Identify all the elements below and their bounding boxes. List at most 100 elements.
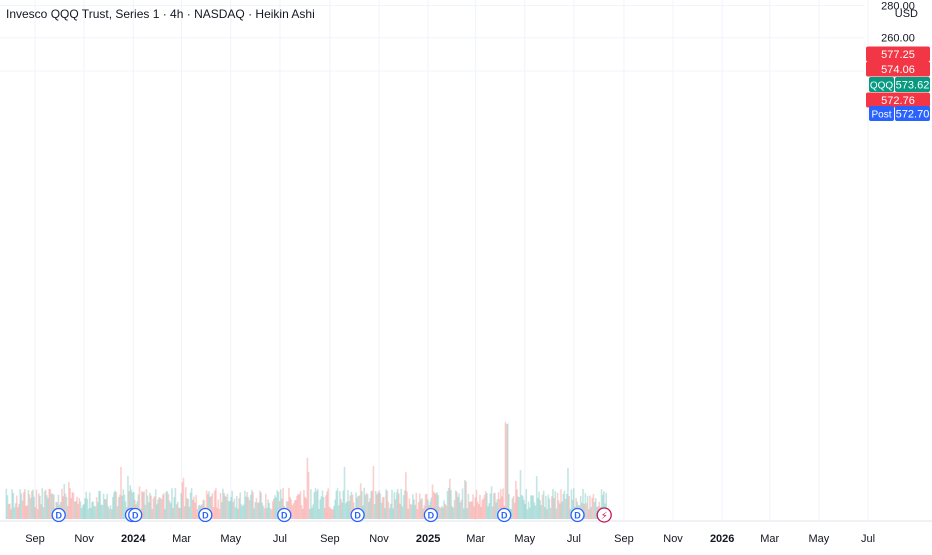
volume-bar	[161, 494, 164, 519]
volume-bars	[5, 421, 607, 519]
dividend-marker[interactable]: D	[497, 507, 512, 523]
volume-bar	[226, 493, 229, 519]
volume-bar	[488, 503, 491, 519]
volume-bar	[196, 509, 199, 519]
volume-bar	[112, 496, 114, 519]
dividend-marker[interactable]: D	[277, 507, 292, 523]
volume-bar	[399, 503, 401, 519]
volume-bar	[337, 505, 340, 519]
post-price-label: 572.70	[896, 109, 930, 121]
volume-bar	[29, 497, 32, 519]
volume-bar	[369, 498, 371, 519]
volume-bar	[248, 500, 251, 519]
volume-bar	[444, 503, 447, 519]
volume-bar	[513, 502, 516, 519]
volume-bar	[592, 494, 595, 519]
split-marker[interactable]: ⚡	[596, 507, 612, 523]
volume-bar	[237, 508, 239, 519]
volume-bar	[553, 498, 555, 519]
chart-title: Invesco QQQ Trust, Series 1 · 4h · NASDA…	[6, 7, 315, 21]
volume-bar	[406, 491, 408, 519]
volume-bar	[313, 492, 316, 519]
volume-bar	[585, 503, 588, 519]
volume-bar	[424, 494, 427, 519]
volume-bar	[185, 487, 187, 519]
volume-bar	[568, 496, 570, 519]
volume-bar	[415, 492, 418, 519]
volume-bar	[601, 494, 604, 519]
volume-bar	[240, 504, 243, 519]
volume-bar	[41, 488, 44, 519]
volume-bar	[530, 495, 532, 519]
dividend-marker[interactable]: D	[570, 507, 585, 523]
volume-bar	[435, 493, 437, 519]
volume-bar	[319, 499, 321, 519]
x-tick-label: Jul	[567, 533, 581, 545]
dividend-icon: D	[501, 511, 508, 521]
dividend-marker[interactable]: D	[350, 507, 365, 523]
volume-bar	[305, 498, 308, 519]
volume-bar	[339, 491, 341, 519]
volume-bar	[591, 497, 594, 519]
volume-bar	[51, 493, 54, 519]
volume-bar	[506, 423, 509, 519]
volume-bar	[323, 507, 326, 519]
volume-bar	[179, 508, 181, 519]
volume-bar	[318, 508, 320, 519]
volume-bar	[416, 509, 419, 519]
volume-bar	[374, 490, 377, 519]
volume-bar	[132, 491, 135, 519]
volume-bar	[106, 493, 108, 519]
dividend-icon: D	[281, 511, 288, 521]
volume-bar	[271, 501, 274, 519]
x-tick-label: May	[808, 533, 829, 545]
volume-bar	[268, 502, 271, 519]
dividend-marker[interactable]: D	[423, 507, 439, 523]
y-tick-label: 260.00	[881, 33, 915, 45]
volume-bar	[414, 504, 416, 519]
volume-bar	[409, 504, 412, 519]
dividend-circle	[277, 507, 292, 523]
volume-bar	[326, 491, 328, 519]
volume-bar	[489, 493, 492, 519]
x-tick-label: Sep	[320, 533, 340, 545]
volume-bar	[171, 488, 173, 519]
volume-bar	[123, 494, 126, 519]
volume-bar	[26, 505, 28, 519]
dividend-icon: D	[574, 511, 581, 521]
dividend-icon: D	[428, 511, 435, 521]
volume-bar	[355, 492, 357, 519]
dividend-marker[interactable]: D	[198, 507, 213, 523]
volume-bar	[100, 504, 103, 519]
volume-bar	[164, 509, 166, 519]
currency-label[interactable]: USD	[894, 8, 918, 20]
dividend-circle	[350, 507, 365, 523]
volume-bar	[570, 489, 573, 519]
level-tag-label: 574.06	[881, 64, 915, 76]
volume-bar	[376, 494, 378, 519]
volume-bar	[552, 488, 554, 519]
volume-bar	[561, 501, 563, 519]
volume-bar	[384, 508, 386, 519]
volume-bar	[341, 502, 343, 519]
lightning-icon: ⚡	[601, 511, 608, 522]
dividend-marker[interactable]: D	[128, 507, 143, 523]
volume-bar	[475, 489, 478, 519]
volume-bar	[175, 504, 178, 519]
volume-bar	[605, 492, 607, 519]
volume-bar	[72, 492, 75, 519]
volume-bar	[449, 478, 451, 519]
volume-bar	[461, 488, 464, 519]
y-tick-label: 280.00	[881, 1, 915, 13]
volume-bar	[13, 507, 16, 519]
volume-bar	[63, 483, 66, 519]
volume-bar	[467, 493, 470, 519]
dividend-circle	[497, 507, 512, 523]
dividend-marker[interactable]: D	[51, 507, 66, 523]
volume-bar	[443, 500, 445, 519]
volume-bar	[88, 492, 91, 519]
volume-bar	[407, 508, 409, 519]
volume-bar	[242, 504, 245, 519]
